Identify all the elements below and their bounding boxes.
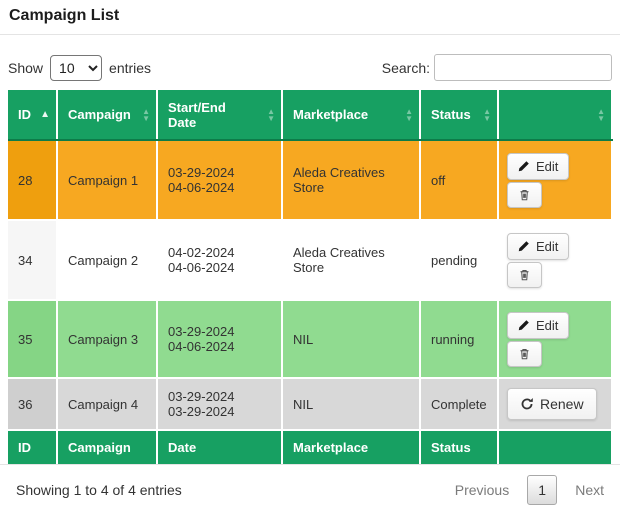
page-title: Campaign List bbox=[9, 7, 120, 24]
cell-id: 36 bbox=[8, 378, 58, 431]
page-length-control: Show 10 entries bbox=[8, 54, 152, 81]
delete-button[interactable] bbox=[507, 181, 542, 208]
sort-icon: ▲ ▼ bbox=[142, 106, 150, 123]
table-body: 28 Campaign 1 03-29-2024 04-06-2024 Aled… bbox=[8, 140, 613, 431]
show-label: Show bbox=[8, 59, 44, 76]
sort-icon: ▲ ▼ bbox=[483, 106, 491, 123]
trash-icon bbox=[520, 348, 529, 359]
cell-status: off bbox=[420, 140, 499, 221]
campaign-table: ID ▲ Campaign ▲ ▼ Start/End Date ▲ ▼ Marke… bbox=[8, 90, 613, 464]
pagination-page-1[interactable]: 1 bbox=[527, 474, 558, 505]
sort-ascending-icon: ▲ bbox=[40, 108, 50, 120]
entries-label: entries bbox=[109, 59, 152, 76]
footer-id: ID bbox=[8, 429, 58, 464]
table-footer: ID Campaign Date Marketplace Status bbox=[8, 429, 613, 464]
edit-button[interactable]: Edit bbox=[507, 152, 570, 180]
sort-icon: ▲ ▼ bbox=[405, 106, 413, 123]
table-row: 28 Campaign 1 03-29-2024 04-06-2024 Aled… bbox=[8, 140, 613, 221]
cell-actions: Renew bbox=[498, 378, 613, 431]
cell-actions: Edit bbox=[498, 140, 613, 221]
pagination-previous[interactable]: Previous bbox=[454, 481, 510, 498]
cell-campaign: Campaign 4 bbox=[57, 378, 158, 431]
column-header-start-end-date[interactable]: Start/End Date ▲ ▼ bbox=[157, 90, 283, 141]
cell-id: 34 bbox=[8, 220, 58, 301]
cell-campaign: Campaign 1 bbox=[57, 140, 158, 221]
cell-dates: 03-29-2024 04-06-2024 bbox=[157, 300, 283, 379]
footer-campaign: Campaign bbox=[57, 429, 158, 464]
title-divider bbox=[0, 34, 620, 35]
cell-dates: 04-02-2024 04-06-2024 bbox=[157, 220, 283, 301]
pencil-icon bbox=[518, 320, 529, 331]
table-row: 36 Campaign 4 03-29-2024 03-29-2024 NIL … bbox=[8, 378, 613, 431]
cell-actions: Edit bbox=[498, 300, 613, 379]
cell-id: 28 bbox=[8, 140, 58, 221]
column-header-campaign[interactable]: Campaign ▲ ▼ bbox=[57, 90, 158, 141]
table-bottom-bar: Showing 1 to 4 of 4 entries Previous 1 N… bbox=[0, 464, 620, 506]
cell-status: running bbox=[420, 300, 499, 379]
entries-select[interactable]: 10 bbox=[50, 54, 103, 81]
footer-marketplace: Marketplace bbox=[282, 429, 421, 464]
table-header: ID ▲ Campaign ▲ ▼ Start/End Date ▲ ▼ Marke… bbox=[8, 90, 613, 141]
sort-icon: ▲ ▼ bbox=[267, 106, 275, 123]
cell-status: pending bbox=[420, 220, 499, 301]
cell-dates: 03-29-2024 04-06-2024 bbox=[157, 140, 283, 221]
cell-marketplace: Aleda Creatives Store bbox=[282, 220, 421, 301]
trash-icon bbox=[520, 189, 529, 200]
pencil-icon bbox=[518, 161, 529, 172]
delete-button[interactable] bbox=[507, 261, 542, 288]
delete-button[interactable] bbox=[507, 340, 542, 367]
refresh-icon bbox=[521, 398, 533, 410]
footer-date: Date bbox=[157, 429, 283, 464]
pagination: Previous 1 Next bbox=[454, 474, 604, 505]
table-controls: Show 10 entries Search: bbox=[8, 54, 612, 81]
pagination-next[interactable]: Next bbox=[575, 481, 604, 498]
footer-status: Status bbox=[420, 429, 499, 464]
column-header-marketplace[interactable]: Marketplace ▲ ▼ bbox=[282, 90, 421, 141]
trash-icon bbox=[520, 269, 529, 280]
search-label: Search: bbox=[381, 59, 430, 76]
search-input[interactable] bbox=[434, 54, 612, 81]
column-header-status[interactable]: Status ▲ ▼ bbox=[420, 90, 499, 141]
cell-id: 35 bbox=[8, 300, 58, 379]
cell-marketplace: NIL bbox=[282, 300, 421, 379]
cell-campaign: Campaign 2 bbox=[57, 220, 158, 301]
cell-status: Complete bbox=[420, 378, 499, 431]
footer-actions bbox=[498, 429, 613, 464]
column-header-actions[interactable]: ▲ ▼ bbox=[498, 90, 613, 141]
edit-button[interactable]: Edit bbox=[507, 232, 570, 260]
cell-campaign: Campaign 3 bbox=[57, 300, 158, 379]
sort-icon: ▲ ▼ bbox=[597, 106, 605, 123]
renew-button[interactable]: Renew bbox=[507, 388, 597, 420]
edit-button[interactable]: Edit bbox=[507, 311, 570, 339]
table-row: 35 Campaign 3 03-29-2024 04-06-2024 NIL … bbox=[8, 300, 613, 379]
table-row: 34 Campaign 2 04-02-2024 04-06-2024 Aled… bbox=[8, 220, 613, 301]
entries-info: Showing 1 to 4 of 4 entries bbox=[16, 481, 182, 498]
cell-marketplace: Aleda Creatives Store bbox=[282, 140, 421, 221]
cell-dates: 03-29-2024 03-29-2024 bbox=[157, 378, 283, 431]
pencil-icon bbox=[518, 241, 529, 252]
cell-actions: Edit bbox=[498, 220, 613, 301]
search-control: Search: bbox=[382, 54, 612, 81]
column-header-id[interactable]: ID ▲ bbox=[8, 90, 58, 141]
cell-marketplace: NIL bbox=[282, 378, 421, 431]
